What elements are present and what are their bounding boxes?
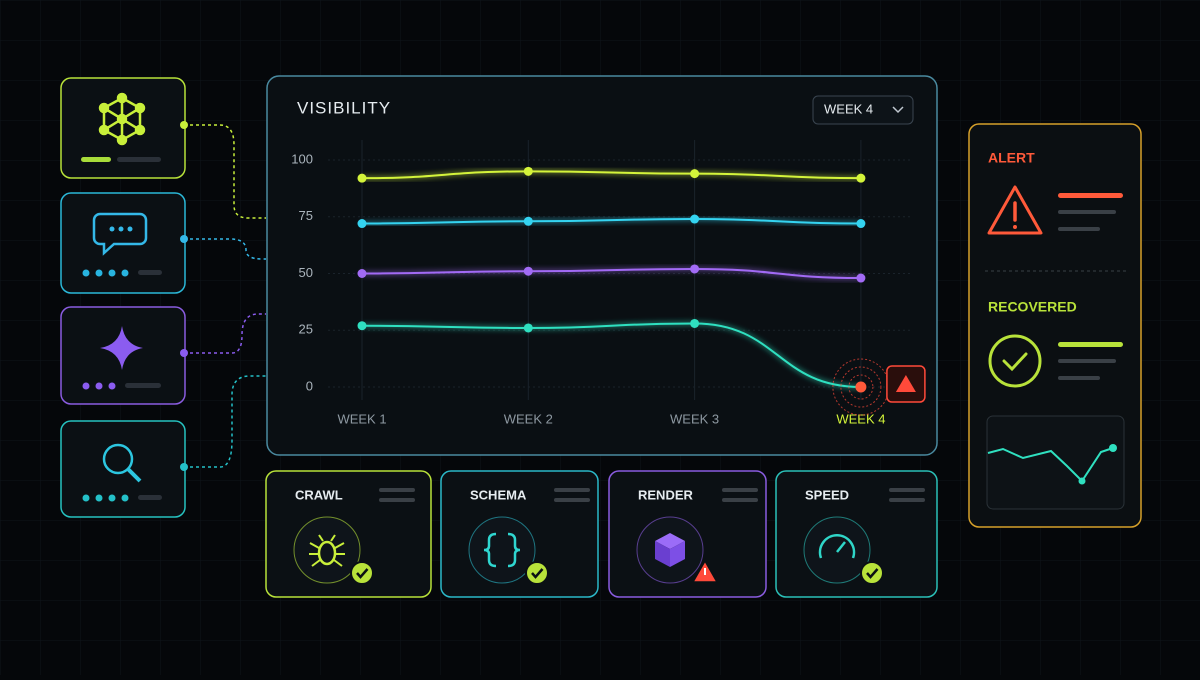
y-tick-label: 75 bbox=[299, 208, 313, 223]
dropdown-chevron bbox=[892, 106, 904, 114]
card-label: RENDER bbox=[638, 487, 694, 502]
ok-check bbox=[866, 568, 879, 579]
data-point bbox=[357, 173, 367, 183]
card-bar bbox=[554, 498, 590, 502]
cube-right bbox=[670, 541, 685, 567]
alert-badge-icon bbox=[895, 375, 916, 392]
data-point bbox=[856, 273, 866, 283]
card-icon-ring bbox=[293, 516, 361, 584]
sparkline bbox=[987, 447, 1114, 483]
card-bar bbox=[889, 498, 925, 502]
data-point bbox=[523, 266, 533, 276]
x-tick-label: WEEK 4 bbox=[836, 411, 885, 426]
ok-badge bbox=[860, 561, 884, 585]
data-point bbox=[690, 169, 700, 179]
search-card bbox=[60, 420, 186, 518]
gauge-icon bbox=[818, 534, 856, 559]
connectors bbox=[180, 121, 266, 471]
bug-legs bbox=[309, 534, 345, 567]
alert-label: ALERT bbox=[988, 150, 1035, 166]
data-point bbox=[855, 381, 867, 393]
card-icon-ring bbox=[468, 516, 536, 584]
data-point bbox=[690, 318, 700, 328]
series-line bbox=[361, 322, 861, 388]
x-tick-label: WEEK 3 bbox=[670, 411, 719, 426]
gauge-needle bbox=[836, 541, 846, 553]
y-tick-label: 0 bbox=[306, 378, 313, 393]
data-point bbox=[357, 219, 367, 229]
search-icon bbox=[102, 443, 142, 483]
data-point bbox=[357, 269, 367, 278]
y-tick-label: 100 bbox=[291, 151, 313, 166]
card-bar bbox=[722, 498, 758, 502]
data-point bbox=[357, 321, 367, 331]
recovered-icon bbox=[988, 334, 1042, 388]
data-point bbox=[690, 264, 700, 274]
alert-ring bbox=[840, 366, 882, 408]
card-bar bbox=[889, 488, 925, 492]
alert-ring bbox=[848, 374, 874, 400]
chart-panel bbox=[266, 75, 938, 456]
data-point bbox=[856, 173, 866, 183]
sparkline-box bbox=[986, 415, 1125, 510]
card-bar bbox=[554, 488, 590, 492]
series-line bbox=[361, 218, 861, 225]
card-label: SCHEMA bbox=[470, 487, 527, 502]
panel-title: VISIBILITY bbox=[297, 98, 391, 117]
network-icon bbox=[98, 92, 146, 146]
series-line bbox=[361, 267, 861, 280]
ok-badge bbox=[525, 561, 549, 585]
data-point bbox=[523, 166, 533, 176]
x-tick-label: WEEK 1 bbox=[337, 411, 386, 426]
check-cards: CRAWL SCHEMA RENDER SPEED bbox=[265, 470, 938, 598]
card-bar bbox=[722, 488, 758, 492]
ok-badge bbox=[350, 561, 374, 585]
data-point bbox=[856, 219, 866, 229]
x-tick-label: WEEK 2 bbox=[504, 411, 553, 426]
card-bar bbox=[379, 498, 415, 502]
series-line bbox=[361, 170, 861, 180]
data-point bbox=[690, 214, 700, 224]
alert-icon bbox=[987, 185, 1043, 235]
y-tick-label: 50 bbox=[299, 265, 313, 280]
card-bar bbox=[379, 488, 415, 492]
card-label: SPEED bbox=[805, 487, 849, 502]
sparkle-icon bbox=[100, 326, 143, 370]
y-tick-label: 25 bbox=[299, 322, 313, 337]
data-point bbox=[523, 216, 533, 226]
ok-check bbox=[356, 568, 369, 579]
line-chart: 0 25 50 75 100 WEEK 1 WEEK 2 WEEK 3 WEEK 4 bbox=[291, 140, 926, 426]
card-label: CRAWL bbox=[295, 487, 343, 502]
ok-check bbox=[531, 568, 544, 579]
card-icons bbox=[81, 92, 162, 502]
recovered-label: RECOVERED bbox=[988, 299, 1077, 315]
dropdown-label: WEEK 4 bbox=[824, 101, 873, 116]
week-dropdown[interactable] bbox=[812, 95, 914, 125]
data-point bbox=[523, 323, 533, 333]
cube-left bbox=[655, 541, 670, 567]
chat-icon bbox=[92, 212, 148, 256]
braces-icon bbox=[483, 532, 521, 568]
